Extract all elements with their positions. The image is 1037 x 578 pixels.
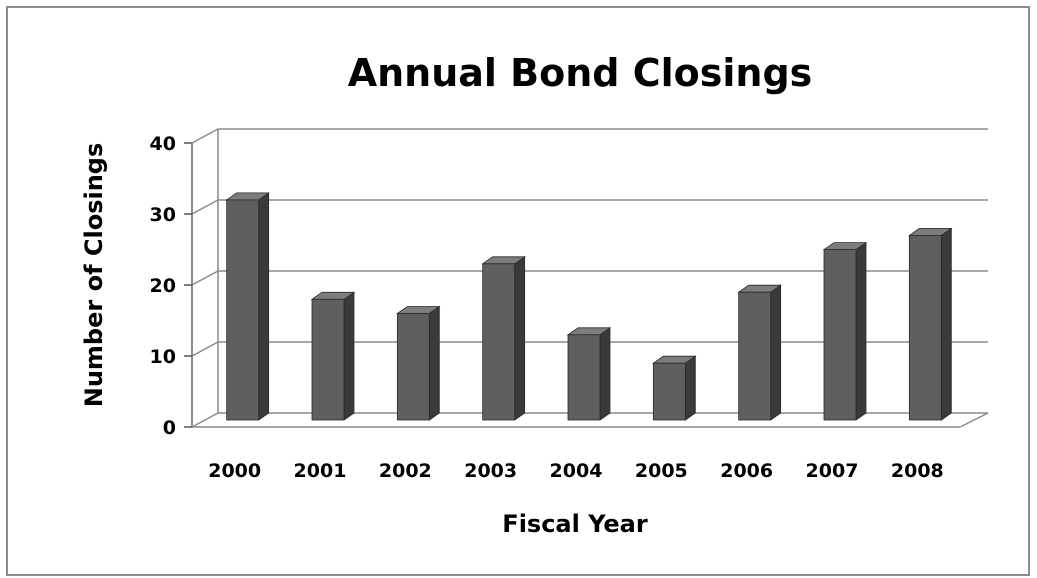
bar-2002 [396,305,441,421]
bar-front [652,362,686,421]
y-tick-label: 30 [150,204,176,226]
bar-2003 [481,256,526,421]
gridline-side [191,270,219,286]
bar-side [684,355,696,421]
gridline-side [191,412,219,428]
bar-2007 [822,241,868,421]
y-tick-label: 20 [150,275,176,297]
chart-title: Annual Bond Closings [348,51,813,95]
bar-side [343,291,355,421]
bar-front [738,291,772,421]
gridline-side [191,341,219,357]
x-tick-label: 2008 [891,460,944,482]
bar-2001 [310,291,356,421]
bar-side [940,227,952,421]
bar-side [855,241,867,421]
y-axis-label: Number of Closings [80,143,108,408]
bar-front [396,313,430,421]
y-tick-labels: 0 10 20 30 40 [150,133,176,439]
x-tick-label: 2006 [720,460,773,482]
bar-2000 [225,192,270,421]
x-tick-label: 2002 [379,460,432,482]
bar-side [258,192,270,421]
bar-front [226,199,260,421]
gridline-side [191,128,219,144]
bar-front [311,298,345,421]
x-tick-labels: 2000 2001 2002 2003 2004 2005 2006 2007 2008 [208,460,944,482]
x-tick-label: 2000 [208,460,261,482]
y-tick-label: 10 [150,346,176,368]
bar-2005 [652,355,697,421]
x-tick-label: 2005 [635,460,688,482]
bar-side [770,284,782,421]
bar-2006 [737,284,782,421]
bar-2008 [908,227,953,421]
x-tick-label: 2004 [550,460,603,482]
x-tick-label: 2003 [464,460,517,482]
bar-side [514,256,526,421]
bar-side [428,305,440,421]
bar-front [823,249,857,421]
x-axis-label: Fiscal Year [502,510,648,538]
x-tick-label: 2001 [294,460,347,482]
bar-front [908,234,942,421]
gridline-side [191,199,219,215]
bar-2004 [566,327,612,421]
bars [225,192,953,421]
bar-front [567,334,601,421]
floor-edge-right [959,412,989,428]
y-tick-label: 40 [150,133,176,155]
x-tick-label: 2007 [806,460,859,482]
bar-front [482,263,516,421]
bar-side [599,327,611,421]
y-tick-label: 0 [163,417,176,439]
